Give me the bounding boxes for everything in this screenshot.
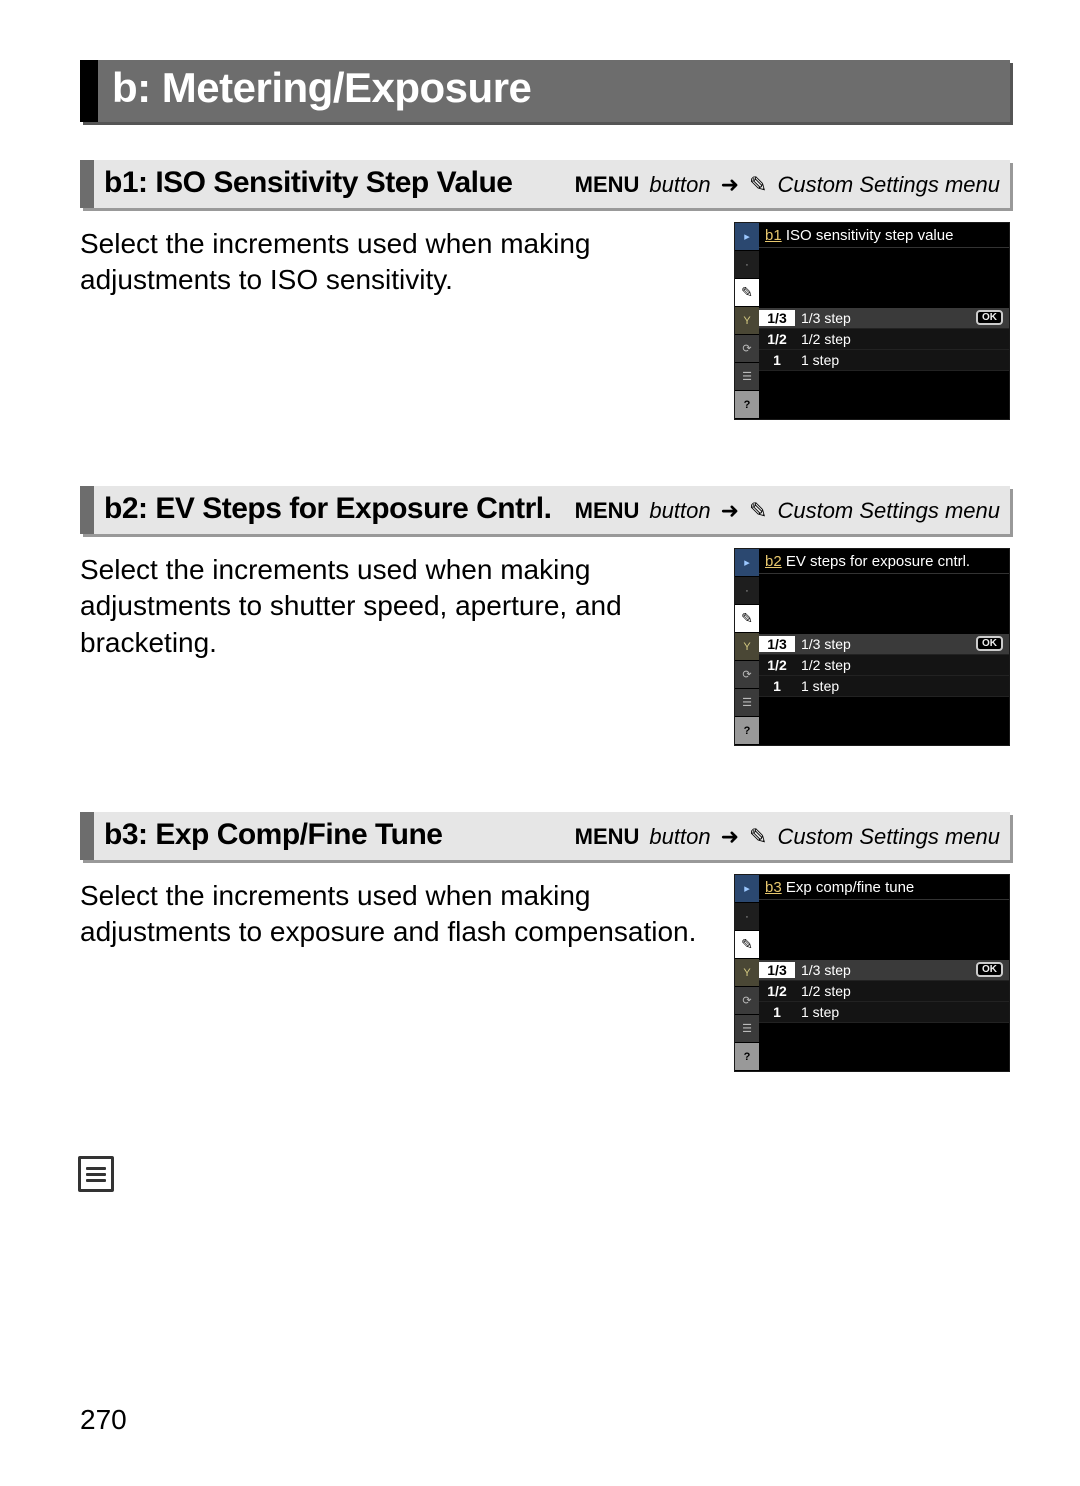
section-body-b2: Select the increments used when making a…	[80, 548, 1010, 746]
lcd-side-icon: ?	[735, 391, 759, 419]
lcd-side-icon: ⟳	[735, 335, 759, 363]
ok-icon: OK	[976, 310, 1003, 325]
menu-label: MENU	[575, 824, 640, 850]
section-header-b1: b1: ISO Sensitivity Step Value MENU butto…	[80, 160, 1010, 208]
lcd-option-row: 11 step	[759, 676, 1009, 697]
ok-icon: OK	[976, 962, 1003, 977]
lcd-main: b1 ISO sensitivity step value 1/31/3 step…	[759, 223, 1009, 419]
lcd-option-row: 1/31/3 stepOK	[759, 634, 1009, 655]
breadcrumb-dest: Custom Settings menu	[777, 498, 1000, 524]
menu-suffix: button	[649, 498, 710, 524]
section-header-b3: b3: Exp Comp/Fine Tune MENU button ➜ ✎ Custo…	[80, 812, 1010, 860]
breadcrumb: MENU button ➜ ✎ Custom Settings menu	[569, 498, 1000, 524]
lcd-sidebar: ▸·✎Y⟳☰?	[735, 549, 759, 745]
lcd-option-fraction: 1/3	[759, 636, 795, 652]
camera-menu-screenshot: ▸·✎Y⟳☰?b3 Exp comp/fine tune1/31/3 stepO…	[734, 874, 1010, 1072]
lcd-option-fraction: 1/2	[759, 983, 795, 999]
lcd-option-label: 1 step	[795, 352, 1009, 368]
lcd-side-icon: ·	[735, 251, 759, 279]
lcd-title: b2 EV steps for exposure cntrl.	[759, 549, 1009, 574]
lcd-option-row: 1/21/2 step	[759, 655, 1009, 676]
lcd-option-label: 1/2 step	[795, 983, 1009, 999]
lcd-option-row: 1/31/3 stepOK	[759, 308, 1009, 329]
lcd-side-icon: ▸	[735, 549, 759, 577]
lcd-side-icon: ▸	[735, 875, 759, 903]
arrow-icon: ➜	[721, 172, 739, 198]
lcd-side-icon: ☰	[735, 689, 759, 717]
lcd-option-label: 1 step	[795, 1004, 1009, 1020]
menu-suffix: button	[649, 824, 710, 850]
lcd-side-icon: Y	[735, 633, 759, 661]
menu-suffix: button	[649, 172, 710, 198]
lcd-option-row: 11 step	[759, 350, 1009, 371]
lcd-option-label: 1/2 step	[795, 657, 1009, 673]
ok-icon: OK	[976, 636, 1003, 651]
lcd-option-row: 1/21/2 step	[759, 981, 1009, 1002]
lcd-option-fraction: 1	[759, 678, 795, 694]
arrow-icon: ➜	[721, 498, 739, 524]
pencil-icon: ✎	[749, 498, 767, 524]
section-body-b1: Select the increments used when making a…	[80, 222, 1010, 420]
lcd-option-label: 1/2 step	[795, 331, 1009, 347]
lcd-option-fraction: 1/2	[759, 331, 795, 347]
lcd-main: b2 EV steps for exposure cntrl. 1/31/3 st…	[759, 549, 1009, 745]
lcd-option-label: 1/3 step	[795, 962, 976, 978]
lcd-side-icon: Y	[735, 307, 759, 335]
lcd-side-icon: ?	[735, 1043, 759, 1071]
lcd-sidebar: ▸·✎Y⟳☰?	[735, 875, 759, 1071]
lcd-title: b3 Exp comp/fine tune	[759, 875, 1009, 900]
section-description: Select the increments used when making a…	[80, 874, 704, 1072]
lcd-side-icon: ✎	[735, 279, 759, 307]
margin-list-icon	[78, 1156, 114, 1192]
section-description: Select the increments used when making a…	[80, 548, 704, 746]
lcd-side-icon: ✎	[735, 605, 759, 633]
pencil-icon: ✎	[749, 172, 767, 198]
lcd-side-icon: ·	[735, 577, 759, 605]
lcd-title: b1 ISO sensitivity step value	[759, 223, 1009, 248]
lcd-side-icon: ☰	[735, 1015, 759, 1043]
section-description: Select the increments used when making a…	[80, 222, 704, 420]
lcd-sidebar: ▸·✎Y⟳☰?	[735, 223, 759, 419]
arrow-icon: ➜	[721, 824, 739, 850]
lcd-option-label: 1/3 step	[795, 310, 976, 326]
lcd-side-icon: ⟳	[735, 987, 759, 1015]
breadcrumb: MENU button ➜ ✎ Custom Settings menu	[460, 824, 1000, 850]
lcd-option-row: 11 step	[759, 1002, 1009, 1023]
lcd-side-icon: ⟳	[735, 661, 759, 689]
lcd-option-row: 1/31/3 stepOK	[759, 960, 1009, 981]
menu-label: MENU	[575, 498, 640, 524]
section-title: b1: ISO Sensitivity Step Value	[104, 166, 512, 200]
lcd-side-icon: Y	[735, 959, 759, 987]
lcd-side-icon: ✎	[735, 931, 759, 959]
lcd-option-fraction: 1/3	[759, 310, 795, 326]
page-number: 270	[80, 1404, 127, 1436]
main-heading: b: Metering/Exposure	[112, 64, 996, 112]
lcd-option-fraction: 1	[759, 1004, 795, 1020]
breadcrumb: MENU button ➜ ✎ Custom Settings menu	[530, 172, 1000, 198]
lcd-main: b3 Exp comp/fine tune1/31/3 stepOK1/21/2…	[759, 875, 1009, 1071]
lcd-option-label: 1/3 step	[795, 636, 976, 652]
section-title: b3: Exp Comp/Fine Tune	[104, 818, 442, 852]
breadcrumb-dest: Custom Settings menu	[777, 824, 1000, 850]
lcd-option-fraction: 1/2	[759, 657, 795, 673]
section-header-b2: b2: EV Steps for Exposure Cntrl. MENU but…	[80, 486, 1010, 534]
main-heading-bar: b: Metering/Exposure	[80, 60, 1010, 122]
lcd-option-label: 1 step	[795, 678, 1009, 694]
camera-menu-screenshot: ▸·✎Y⟳☰?b2 EV steps for exposure cntrl.1/…	[734, 548, 1010, 746]
lcd-side-icon: ·	[735, 903, 759, 931]
section-body-b3: Select the increments used when making a…	[80, 874, 1010, 1072]
lcd-option-fraction: 1/3	[759, 962, 795, 978]
pencil-icon: ✎	[749, 824, 767, 850]
lcd-side-icon: ▸	[735, 223, 759, 251]
breadcrumb-dest: Custom Settings menu	[777, 172, 1000, 198]
lcd-side-icon: ☰	[735, 363, 759, 391]
menu-label: MENU	[575, 172, 640, 198]
section-title: b2: EV Steps for Exposure Cntrl.	[104, 492, 551, 526]
lcd-side-icon: ?	[735, 717, 759, 745]
lcd-option-row: 1/21/2 step	[759, 329, 1009, 350]
camera-menu-screenshot: ▸·✎Y⟳☰?b1 ISO sensitivity step value1/31…	[734, 222, 1010, 420]
lcd-option-fraction: 1	[759, 352, 795, 368]
